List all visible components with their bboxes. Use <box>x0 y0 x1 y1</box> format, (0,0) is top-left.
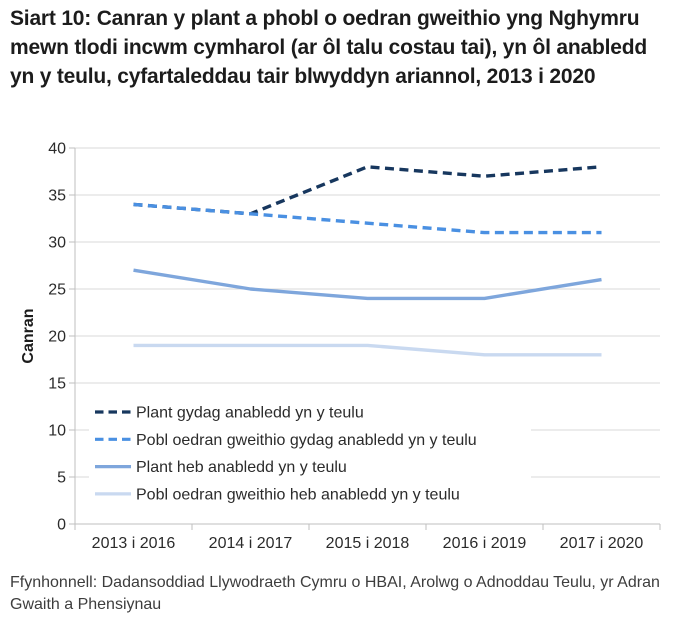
series-lines <box>133 165 602 357</box>
y-tick-label: 15 <box>48 376 66 393</box>
y-tick-label: 0 <box>57 517 66 534</box>
x-tick-label: 2017 i 2020 <box>560 535 644 552</box>
series-line <box>133 165 602 216</box>
y-tick-label: 5 <box>57 470 66 487</box>
x-tick-label: 2016 i 2019 <box>443 535 527 552</box>
y-tick-label: 10 <box>48 423 66 440</box>
legend-label: Plant gydag anabledd yn y teulu <box>136 405 364 422</box>
y-tick-label: 35 <box>48 188 66 205</box>
y-axis-title: Canran <box>20 308 37 363</box>
chart-title: Siart 10: Canran y plant a phobl o oedra… <box>10 7 647 88</box>
source-note: Ffynhonnell: Dadansoddiad Llywodraeth Cy… <box>10 574 660 613</box>
legend-background <box>89 396 531 508</box>
axes <box>69 147 661 530</box>
y-tick-label: 20 <box>48 329 66 346</box>
y-tick-label: 30 <box>48 235 66 252</box>
series-line <box>133 268 602 301</box>
y-tick-label: 25 <box>48 282 66 299</box>
x-tick-label: 2015 i 2018 <box>326 535 410 552</box>
x-tick-label: 2014 i 2017 <box>209 535 293 552</box>
legend-label: Pobl oedran gweithio heb anabledd yn y t… <box>136 486 460 503</box>
legend-label: Pobl oedran gweithio gydag anabledd yn y… <box>136 432 477 449</box>
series-line <box>133 343 602 357</box>
x-tick-label: 2013 i 2016 <box>92 535 176 552</box>
series-line <box>133 202 602 235</box>
y-tick-label: 40 <box>48 141 66 158</box>
x-axis-tick-labels: 2013 i 2016 2014 i 2017 2015 i 2018 2016 i … <box>92 535 644 552</box>
legend-label: Plant heb anabledd yn y teulu <box>136 459 347 476</box>
legend: Plant gydag anabledd yn y teulu Pobl oedr… <box>89 396 531 508</box>
y-axis-tick-labels: 0 5 10 15 20 25 30 35 40 <box>48 141 66 534</box>
